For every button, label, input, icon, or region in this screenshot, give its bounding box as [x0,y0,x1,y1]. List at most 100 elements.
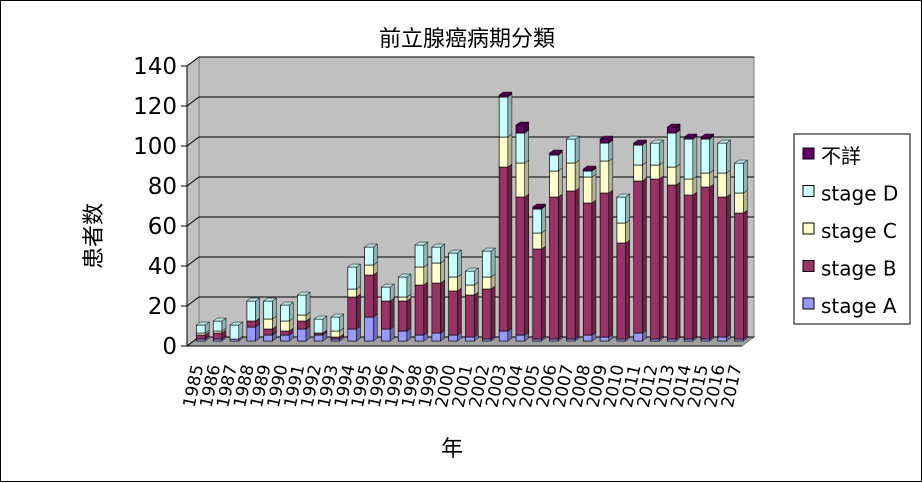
chart-title: 前立腺癌病期分類 [379,27,555,52]
bar-stage-D-2017 [733,159,749,194]
bar-stack-2000 [447,249,463,342]
bar-face [498,94,509,98]
bar-face [532,208,542,234]
bar-face [481,250,492,278]
bar-stack-1999 [431,243,446,342]
bar-不詳-2005 [532,203,547,210]
bar-face [364,264,374,276]
bar-face [196,334,206,340]
y-tick-label: 20 [148,294,177,320]
bar-side [726,169,731,198]
bar-face [364,246,374,266]
bar-stage-B-1995 [363,271,379,318]
bar-side [457,249,462,278]
y-axis-title: 患者数 [82,203,107,269]
bar-face [498,166,509,332]
bar-stack-2006 [548,149,564,342]
bar-top [666,123,681,128]
bar-face [296,320,307,330]
bar-face [296,328,307,342]
bar-face [650,142,660,166]
bar-face [599,192,610,338]
bar-face [280,320,290,332]
bar-top [380,283,395,288]
bar-stage-C-2007 [565,159,580,192]
bar-stage-B-2011 [632,177,648,334]
bar-stage-D-2013 [666,129,681,168]
bar-side [558,167,563,198]
bar-top [464,267,480,272]
bar-stack-1985 [195,321,210,342]
bar-face [599,336,610,342]
y-tick-label: 80 [148,174,177,200]
bar-stage-B-2001 [464,291,480,338]
bar-face [431,332,441,342]
bar-face [599,160,610,194]
bar-face [515,334,526,342]
bar-top [246,297,261,302]
bar-side [692,191,698,340]
gridline [186,56,754,67]
bar-不詳-2011 [632,139,648,146]
bar-side [659,175,664,340]
bar-side [457,287,462,336]
bar-face [549,154,559,172]
bar-face [666,126,677,134]
bar-side [541,205,546,234]
bar-stack-2016 [717,139,732,342]
bar-face [414,334,425,342]
bar-face [280,304,290,322]
bar-face [582,170,593,178]
bar-face [616,196,626,224]
bar-side [524,159,529,198]
bar-side [591,173,597,204]
bar-face [364,316,374,342]
bar-face [549,170,559,198]
bar-stack-1986 [212,317,227,342]
y-tick-label: 100 [133,134,177,160]
bar-stage-D-2002 [481,247,496,278]
bar-stage-C-2004 [515,159,530,198]
bar-top [195,321,210,326]
bar-face [498,330,509,342]
bar-stage-D-1999 [431,243,446,264]
bar-face [263,300,273,320]
bar-side [490,247,496,278]
bar-stack-1993 [330,313,345,342]
bar-face [296,314,307,322]
bar-top [548,149,564,154]
bar-stack-2013 [666,123,681,342]
bar-face [263,328,273,336]
bar-side [255,297,260,322]
bar-不詳-2003 [498,91,513,98]
bar-face [465,294,475,338]
bar-side [726,193,731,338]
bar-stack-2015 [700,133,715,342]
bar-face [633,142,643,146]
bar-stage-D-2016 [717,139,732,174]
bar-face [347,266,357,290]
bar-side [490,285,496,340]
bar-stack-2003 [498,91,513,342]
bar-face [431,282,441,334]
bar-stage-B-2016 [717,193,732,338]
bar-side [507,163,513,332]
bar-top [481,247,496,252]
bar-face [212,320,223,332]
bar-side [373,271,378,318]
bar-side [373,243,378,266]
bar-side [743,209,748,340]
bar-face [633,164,643,182]
legend-swatch [802,185,815,197]
bar-side [675,129,681,168]
bar-stage-C-2003 [498,133,513,168]
bar-face [666,184,677,340]
bar-side [709,183,714,340]
bar-不詳-2014 [683,133,698,140]
bar-stage-C-2016 [717,169,732,198]
bar-stage-B-2005 [532,245,547,340]
bar-face [381,286,391,302]
bar-series [195,91,749,342]
bar-stage-D-1993 [330,313,345,332]
